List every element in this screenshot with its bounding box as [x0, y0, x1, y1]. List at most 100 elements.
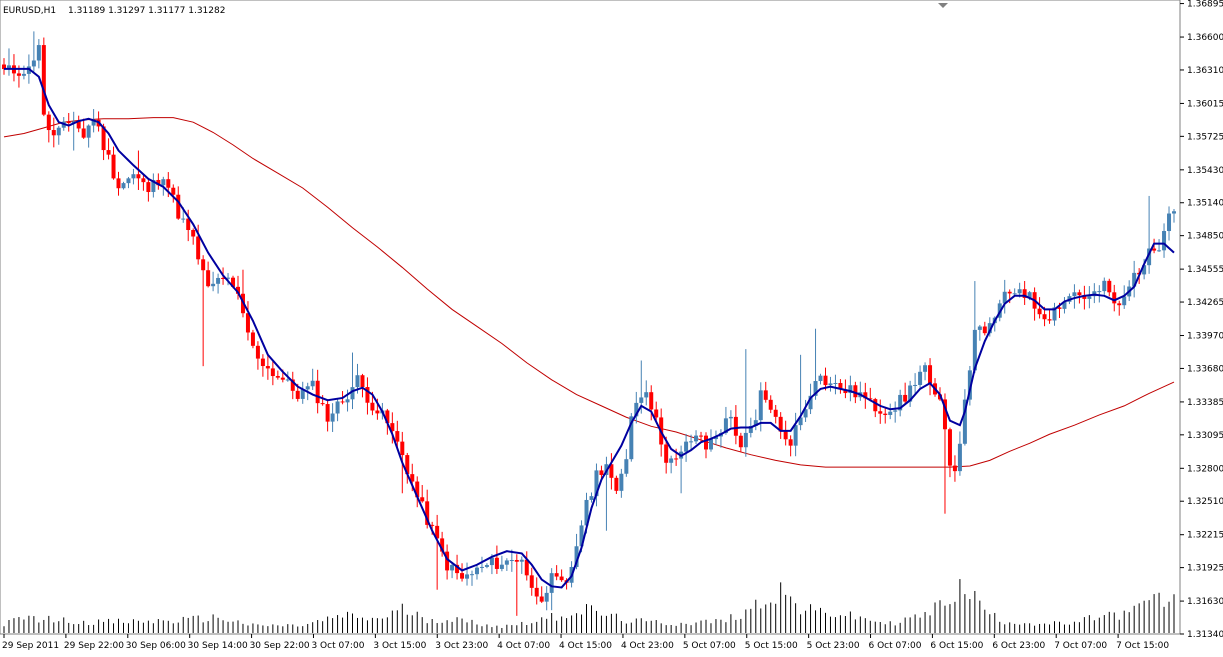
- candle-body: [151, 179, 156, 193]
- candle-body: [1027, 292, 1032, 298]
- price-tick-label: 1.36600: [1187, 33, 1223, 43]
- price-tick-label: 1.36895: [1187, 0, 1223, 10]
- candle: [514, 554, 519, 616]
- time-tick-label: 29 Sep 2011: [2, 641, 59, 651]
- candle-body: [763, 390, 768, 400]
- candle-body: [1057, 307, 1062, 309]
- candle: [1022, 280, 1027, 305]
- candle: [539, 586, 544, 603]
- candle-body: [440, 538, 445, 552]
- candle: [405, 452, 410, 484]
- candle-body: [31, 60, 36, 67]
- candle: [893, 401, 898, 423]
- candle: [41, 37, 46, 117]
- candle-body: [704, 435, 708, 450]
- candle: [549, 568, 554, 611]
- candle-body: [161, 179, 166, 186]
- candle: [898, 389, 903, 417]
- candle-body: [1042, 314, 1047, 320]
- candle-body: [330, 413, 335, 422]
- candle: [788, 435, 793, 457]
- candle-body: [1077, 292, 1082, 296]
- price-tick-label: 1.31340: [1187, 630, 1223, 640]
- candle-body: [848, 385, 853, 394]
- time-tick-label: 7 Oct 07:00: [1054, 641, 1107, 651]
- candle-body: [136, 174, 141, 179]
- candle: [395, 420, 400, 450]
- candle-body: [609, 464, 614, 478]
- candle-body: [1002, 291, 1007, 304]
- candle-body: [843, 389, 848, 394]
- candle-body: [524, 559, 529, 576]
- price-tick-label: 1.36310: [1187, 66, 1223, 76]
- candle-body: [2, 64, 6, 70]
- chart-shift-marker[interactable]: [938, 3, 948, 8]
- time-tick-label: 3 Oct 07:00: [311, 641, 364, 651]
- candle-body: [181, 218, 186, 220]
- candle-body: [554, 573, 559, 577]
- candle-body: [186, 218, 191, 231]
- candle-body: [340, 401, 345, 403]
- candle-body: [36, 45, 41, 61]
- candle: [151, 173, 156, 198]
- candle-body: [111, 154, 116, 179]
- time-tick-label: 30 Sep 14:00: [188, 641, 248, 651]
- candle: [1172, 209, 1176, 223]
- candle: [728, 410, 733, 428]
- candle-body: [514, 560, 519, 562]
- candle: [236, 275, 240, 300]
- fast-ma-line: [4, 67, 1175, 589]
- candle-body: [275, 376, 280, 378]
- candle: [972, 281, 977, 374]
- candle-body: [957, 443, 962, 472]
- candle-body: [375, 410, 380, 414]
- candle: [2, 58, 6, 75]
- candle: [962, 389, 967, 446]
- price-tick-label: 1.31630: [1187, 597, 1223, 607]
- time-tick-label: 7 Oct 15:00: [1116, 641, 1169, 651]
- candle-body: [176, 194, 181, 219]
- candle-body: [216, 277, 221, 284]
- candle: [211, 271, 216, 292]
- candle-body: [1087, 296, 1092, 299]
- candle: [982, 321, 987, 336]
- candle-body: [534, 587, 539, 597]
- candle-body: [708, 439, 713, 450]
- candle-body: [544, 592, 549, 602]
- candle-body: [967, 370, 972, 400]
- candle: [81, 118, 86, 139]
- candle: [1087, 286, 1092, 309]
- candle-body: [888, 411, 893, 415]
- candle: [255, 341, 260, 370]
- candle: [1072, 284, 1077, 309]
- candle-body: [624, 459, 629, 474]
- candle-body: [360, 375, 365, 388]
- candle: [474, 564, 479, 580]
- price-tick-label: 1.35725: [1187, 132, 1223, 142]
- candle-body: [320, 403, 325, 405]
- candle: [908, 380, 913, 407]
- candle-body: [947, 429, 952, 466]
- candle-body: [594, 470, 599, 497]
- candle: [952, 455, 957, 482]
- candle-body: [758, 390, 763, 421]
- candle: [684, 433, 689, 462]
- time-tick-label: 3 Oct 23:00: [435, 641, 488, 651]
- time-tick-label: 5 Oct 15:00: [745, 641, 798, 651]
- candle: [913, 373, 918, 396]
- candle: [544, 586, 549, 611]
- candle-body: [285, 379, 290, 381]
- candle-body: [425, 501, 430, 525]
- candle: [833, 374, 838, 395]
- candle-body: [350, 387, 355, 400]
- candle: [196, 224, 201, 265]
- candle-body: [470, 574, 474, 576]
- candle-body: [420, 497, 425, 502]
- candle: [609, 453, 614, 490]
- candle-body: [445, 551, 450, 571]
- candle: [704, 432, 708, 459]
- candle: [191, 228, 196, 245]
- candle-body: [788, 439, 793, 446]
